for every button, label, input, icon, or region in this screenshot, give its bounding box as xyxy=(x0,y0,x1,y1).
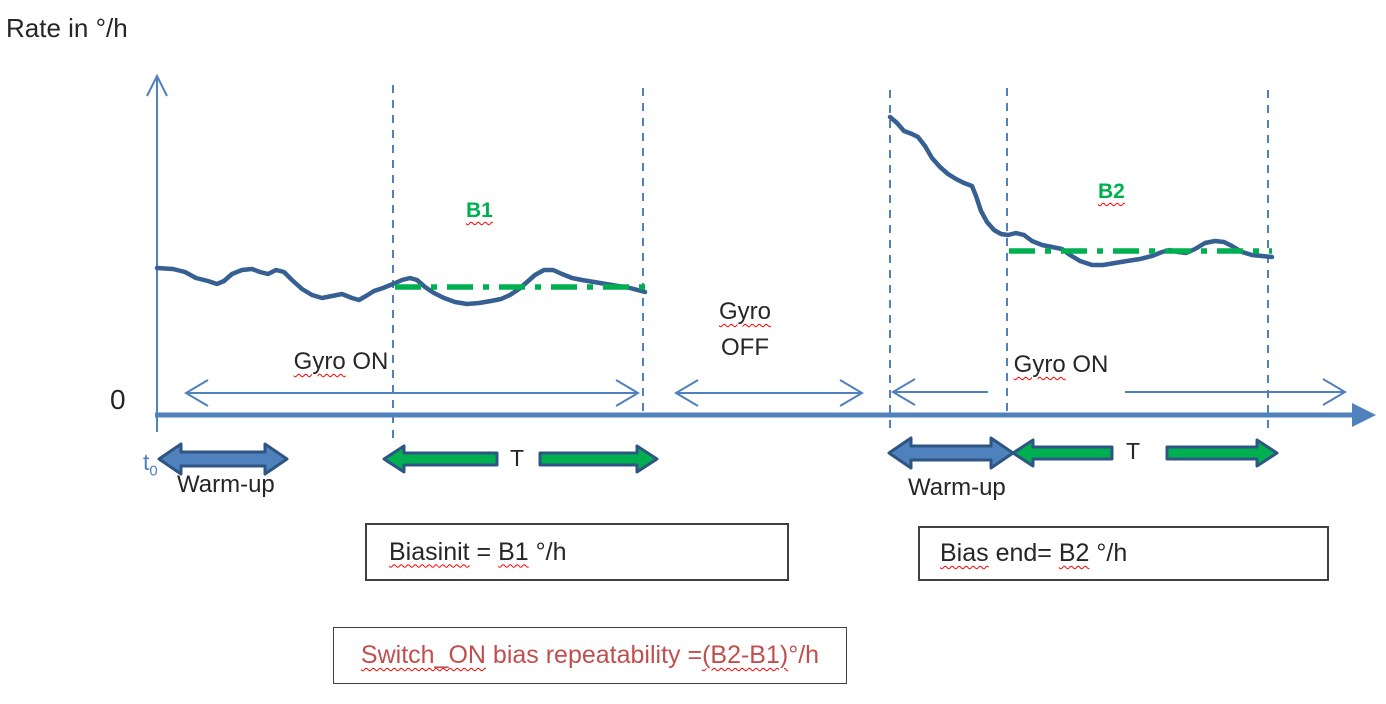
axis-zero-label: 0 xyxy=(110,384,126,415)
gyro-off-label: Gyro OFF xyxy=(718,298,771,361)
y-axis-title: Rate in °/h xyxy=(6,13,128,43)
t0-label: t0 xyxy=(143,449,158,480)
t2-label: T xyxy=(1126,438,1141,464)
gyro-on-2-right-arrowhead-icon xyxy=(1322,378,1347,406)
y-axis-arrowhead-icon xyxy=(146,73,168,97)
bias-init-box: Bias init = B1 °/h xyxy=(365,523,789,581)
t2-arrow-left xyxy=(1011,438,1114,468)
gyro-on-1-left-arrowhead-icon xyxy=(184,379,209,407)
t1-label: T xyxy=(510,445,525,471)
t1-arrow-left xyxy=(382,444,499,474)
gyro-on-2-left-arrowhead-icon xyxy=(891,378,916,406)
t2-arrow-right xyxy=(1165,438,1279,468)
gyro-off-right-arrowhead-icon xyxy=(839,379,864,407)
gyro-off-left-arrowhead-icon xyxy=(674,379,699,407)
b1-label: B1 xyxy=(466,199,493,222)
repeatability-box: Switch_ON bias repeatability = (B2-B1) °/h xyxy=(333,627,847,684)
gyro-on-2-label: Gyro ON xyxy=(1013,351,1109,378)
gyro-on-1-right-arrowhead-icon xyxy=(615,379,640,407)
warmup-1-arrow xyxy=(157,442,289,476)
bias-end-box: Bias end= B2 °/h xyxy=(918,526,1329,581)
t1-arrow-right xyxy=(538,444,659,474)
rate-curve-gyro-on-1 xyxy=(154,265,648,307)
x-axis-arrowhead-icon xyxy=(1352,403,1376,427)
rate-curve-gyro-on-2 xyxy=(887,114,1275,268)
warmup-1-label: Warm-up xyxy=(177,471,275,498)
b2-label: B2 xyxy=(1098,180,1125,203)
warmup-2-arrow xyxy=(887,436,1015,470)
warmup-2-label: Warm-up xyxy=(908,474,1006,501)
gyro-on-1-label: Gyro ON xyxy=(293,348,389,375)
